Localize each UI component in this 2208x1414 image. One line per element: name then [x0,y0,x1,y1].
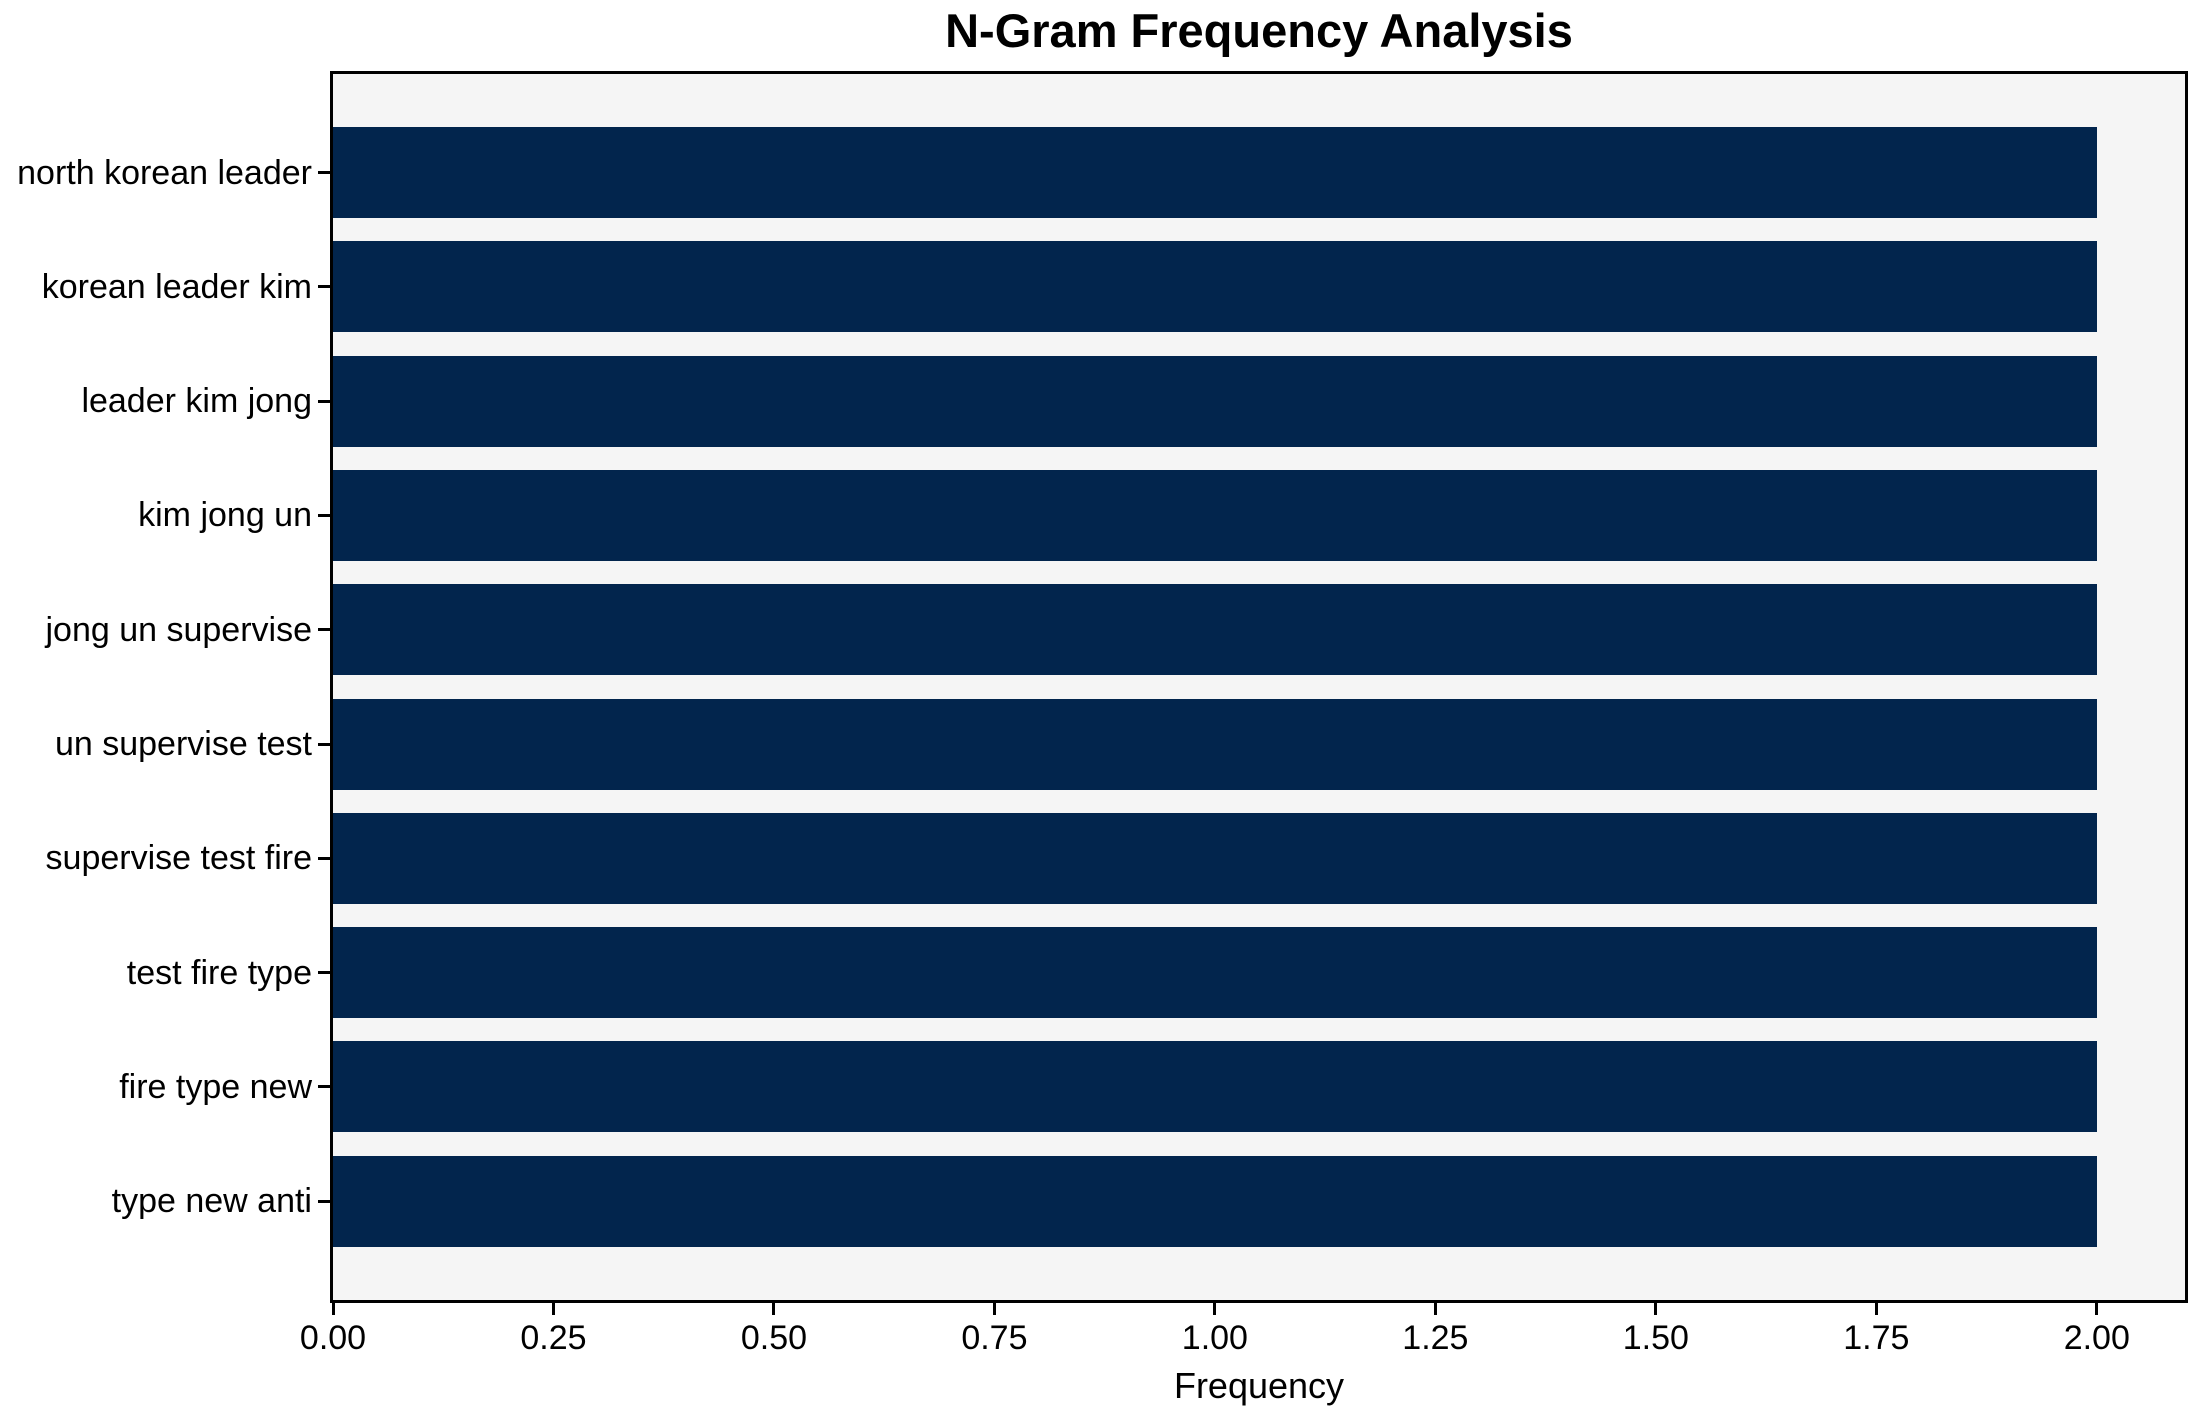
x-tick-label: 1.25 [1402,1319,1469,1357]
x-tick-label: 0.50 [740,1319,808,1357]
x-tick-mark [2095,1303,2099,1315]
y-tick-label: kim jong un [138,496,312,535]
plot-area [330,71,2188,1303]
bar [333,355,2097,447]
bar [333,698,2097,790]
x-tick-mark [1213,1303,1217,1315]
bar [333,927,2097,1019]
x-tick-label: 1.50 [1622,1319,1689,1357]
bar [333,812,2097,904]
y-tick-mark [318,171,330,174]
x-tick-mark [1654,1303,1658,1315]
x-tick-mark [992,1303,996,1315]
x-tick-label: 0.75 [961,1319,1028,1357]
y-tick-mark [318,628,330,632]
x-tick-mark [1874,1303,1878,1315]
x-tick-label: 1.00 [1181,1319,1248,1357]
bar [333,127,2097,218]
y-tick-label: leader kim jong [81,382,312,421]
y-tick-label: fire type new [119,1067,312,1106]
y-tick-label: jong un supervise [45,610,312,649]
chart-title: N-Gram Frequency Analysis [945,4,1573,57]
y-tick-mark [318,285,330,289]
bar [333,469,2097,561]
y-tick-mark [318,856,330,860]
x-tick-mark [772,1303,776,1315]
y-tick-mark [318,1085,330,1089]
bar [333,1155,2097,1247]
x-tick-mark [331,1303,335,1315]
x-tick-label: 0.25 [520,1319,587,1357]
bar [333,241,2097,333]
x-tick-label: 2.00 [2063,1319,2130,1357]
y-tick-mark [318,399,330,403]
bar [333,1041,2097,1133]
y-tick-label: korean leader kim [41,267,312,306]
x-axis-label: Frequency [1173,1365,1345,1406]
y-tick-mark [318,971,330,975]
y-tick-label: supervise test fire [45,839,312,878]
y-tick-mark [318,1199,330,1203]
y-tick-mark [318,513,330,517]
y-tick-mark [318,742,330,746]
y-tick-label: un supervise test [54,725,312,763]
y-tick-label: test fire type [126,953,312,992]
x-tick-label: 1.75 [1843,1319,1910,1357]
x-tick-label: 0.00 [299,1319,367,1357]
y-tick-label: north korean leader [17,153,312,192]
x-tick-mark [1433,1303,1437,1315]
bar [333,584,2097,676]
y-tick-label: type new anti [111,1182,312,1221]
x-tick-mark [551,1303,555,1315]
